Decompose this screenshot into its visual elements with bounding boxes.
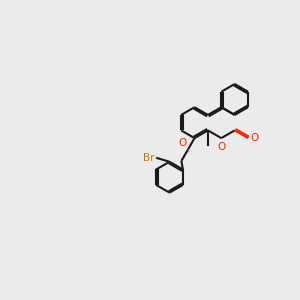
Text: O: O (178, 138, 186, 148)
Text: O: O (217, 142, 225, 152)
Text: O: O (250, 133, 258, 143)
Text: Br: Br (143, 153, 155, 163)
